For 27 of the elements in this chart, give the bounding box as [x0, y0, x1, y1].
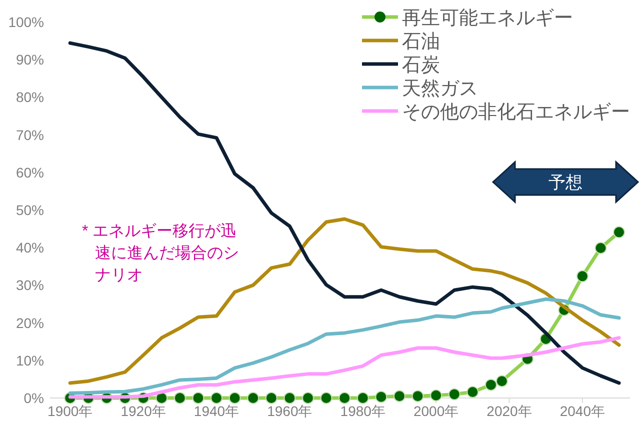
y-tick-label: 0%	[24, 390, 44, 406]
y-tick-label: 30%	[16, 277, 44, 294]
line-series	[68, 217, 621, 385]
y-tick-label: 90%	[16, 52, 44, 68]
x-tick-label: 1960年	[267, 403, 312, 419]
y-tick-label: 60%	[16, 164, 44, 180]
legend-label: 石油	[402, 32, 440, 52]
x-tick-label: 2040年	[560, 403, 606, 419]
legend-label: 再生可能エネルギー	[402, 8, 573, 29]
annotation: 予想	[548, 173, 582, 192]
y-tick-label: 40%	[16, 240, 44, 256]
legend-label: 石炭	[402, 55, 440, 76]
y-tick-label: 10%	[16, 352, 44, 368]
y-tick-label: 70%	[16, 126, 44, 143]
x-tick-label: 1900年	[48, 403, 93, 419]
x-tick-label: 2000年	[413, 403, 459, 419]
x-tick-label: 1920年	[120, 403, 166, 419]
legend-label: 天然ガス	[402, 78, 478, 100]
x-tick-label: 1940年	[194, 403, 240, 419]
x-tick-label: 1980年	[340, 403, 386, 419]
y-tick-label: 80%	[16, 89, 44, 106]
annotation: * エネルギー移行が迅速に進んだ場合のシナリオ	[82, 222, 239, 284]
y-tick-label: 100%	[8, 14, 44, 30]
y-tick-label: 50%	[16, 202, 44, 218]
y-tick-label: 20%	[16, 314, 44, 331]
legend-label: その他の非化石エネルギー	[402, 102, 630, 123]
x-tick-label: 2020年	[486, 403, 532, 419]
